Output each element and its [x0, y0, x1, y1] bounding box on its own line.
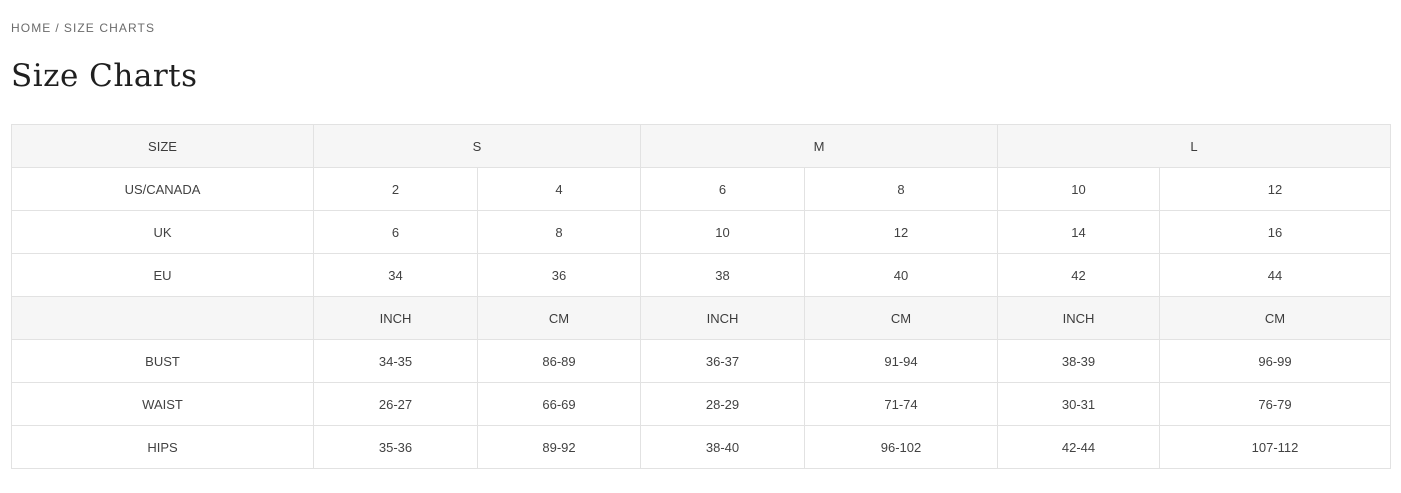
breadcrumb-separator: / — [55, 21, 60, 35]
size-value-cell: 38 — [640, 253, 806, 297]
measurement-value-cell: 86-89 — [476, 339, 642, 383]
size-value-cell: 42 — [997, 253, 1161, 297]
size-chart-header-row: SIZE S M L — [11, 124, 1392, 168]
table-row-eu: EU 34 36 38 40 42 44 — [11, 253, 1392, 297]
unit-header-cell: CM — [1159, 296, 1392, 340]
measurement-value-cell: 42-44 — [997, 425, 1161, 469]
header-size-label: SIZE — [11, 124, 314, 168]
unit-header-cell: CM — [476, 296, 642, 340]
measurement-value-cell: 107-112 — [1159, 425, 1392, 469]
size-value-cell: 4 — [476, 167, 642, 211]
measurement-value-cell: 66-69 — [476, 382, 642, 426]
measurement-value-cell: 30-31 — [997, 382, 1161, 426]
header-group-s: S — [312, 124, 642, 168]
row-label: WAIST — [11, 382, 314, 426]
row-label: BUST — [11, 339, 314, 383]
unit-row-empty-cell — [11, 296, 314, 340]
measurement-value-cell: 34-35 — [313, 339, 478, 383]
table-row-bust: BUST 34-35 86-89 36-37 91-94 38-39 96-99 — [11, 339, 1392, 383]
size-value-cell: 40 — [804, 253, 999, 297]
measurement-value-cell: 76-79 — [1159, 382, 1392, 426]
measurement-value-cell: 28-29 — [640, 382, 806, 426]
size-value-cell: 8 — [476, 210, 642, 254]
table-row-waist: WAIST 26-27 66-69 28-29 71-74 30-31 76-7… — [11, 382, 1392, 426]
size-value-cell: 10 — [997, 167, 1161, 211]
size-value-cell: 44 — [1159, 253, 1392, 297]
row-label: UK — [11, 210, 314, 254]
unit-header-cell: INCH — [313, 296, 478, 340]
unit-header-cell: CM — [804, 296, 999, 340]
row-label: HIPS — [11, 425, 314, 469]
size-value-cell: 16 — [1159, 210, 1392, 254]
page-title: Size Charts — [11, 58, 198, 94]
size-value-cell: 12 — [804, 210, 999, 254]
table-row-us-canada: US/CANADA 2 4 6 8 10 12 — [11, 167, 1392, 211]
size-chart-table: SIZE S M L US/CANADA 2 4 6 8 10 12 UK 6 … — [11, 124, 1392, 469]
breadcrumb-home-link[interactable]: HOME — [11, 21, 52, 35]
unit-header-cell: INCH — [997, 296, 1161, 340]
measurement-value-cell: 91-94 — [804, 339, 999, 383]
measurement-value-cell: 89-92 — [476, 425, 642, 469]
breadcrumb-current: SIZE CHARTS — [63, 21, 156, 35]
table-row-uk: UK 6 8 10 12 14 16 — [11, 210, 1392, 254]
measurement-value-cell: 96-99 — [1159, 339, 1392, 383]
measurement-value-cell: 38-39 — [997, 339, 1161, 383]
measurement-value-cell: 36-37 — [640, 339, 806, 383]
measurement-value-cell: 96-102 — [804, 425, 999, 469]
row-label: US/CANADA — [11, 167, 314, 211]
size-value-cell: 14 — [997, 210, 1161, 254]
size-value-cell: 6 — [640, 167, 806, 211]
size-value-cell: 10 — [640, 210, 806, 254]
size-value-cell: 34 — [313, 253, 478, 297]
measurement-value-cell: 71-74 — [804, 382, 999, 426]
table-row-hips: HIPS 35-36 89-92 38-40 96-102 42-44 107-… — [11, 425, 1392, 469]
measurement-value-cell: 35-36 — [313, 425, 478, 469]
breadcrumb: HOME / SIZE CHARTS — [11, 21, 1390, 35]
header-group-m: M — [640, 124, 999, 168]
measurement-value-cell: 38-40 — [640, 425, 806, 469]
size-value-cell: 2 — [313, 167, 478, 211]
measurement-value-cell: 26-27 — [313, 382, 478, 426]
table-row-units: INCH CM INCH CM INCH CM — [11, 296, 1392, 340]
size-value-cell: 12 — [1159, 167, 1392, 211]
row-label: EU — [11, 253, 314, 297]
header-group-l: L — [997, 124, 1392, 168]
size-value-cell: 36 — [476, 253, 642, 297]
size-value-cell: 8 — [804, 167, 999, 211]
unit-header-cell: INCH — [640, 296, 806, 340]
size-value-cell: 6 — [313, 210, 478, 254]
